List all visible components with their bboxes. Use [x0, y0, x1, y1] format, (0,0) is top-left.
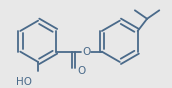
Text: O: O: [82, 47, 90, 57]
Text: O: O: [78, 66, 86, 76]
Text: HO: HO: [17, 77, 33, 87]
